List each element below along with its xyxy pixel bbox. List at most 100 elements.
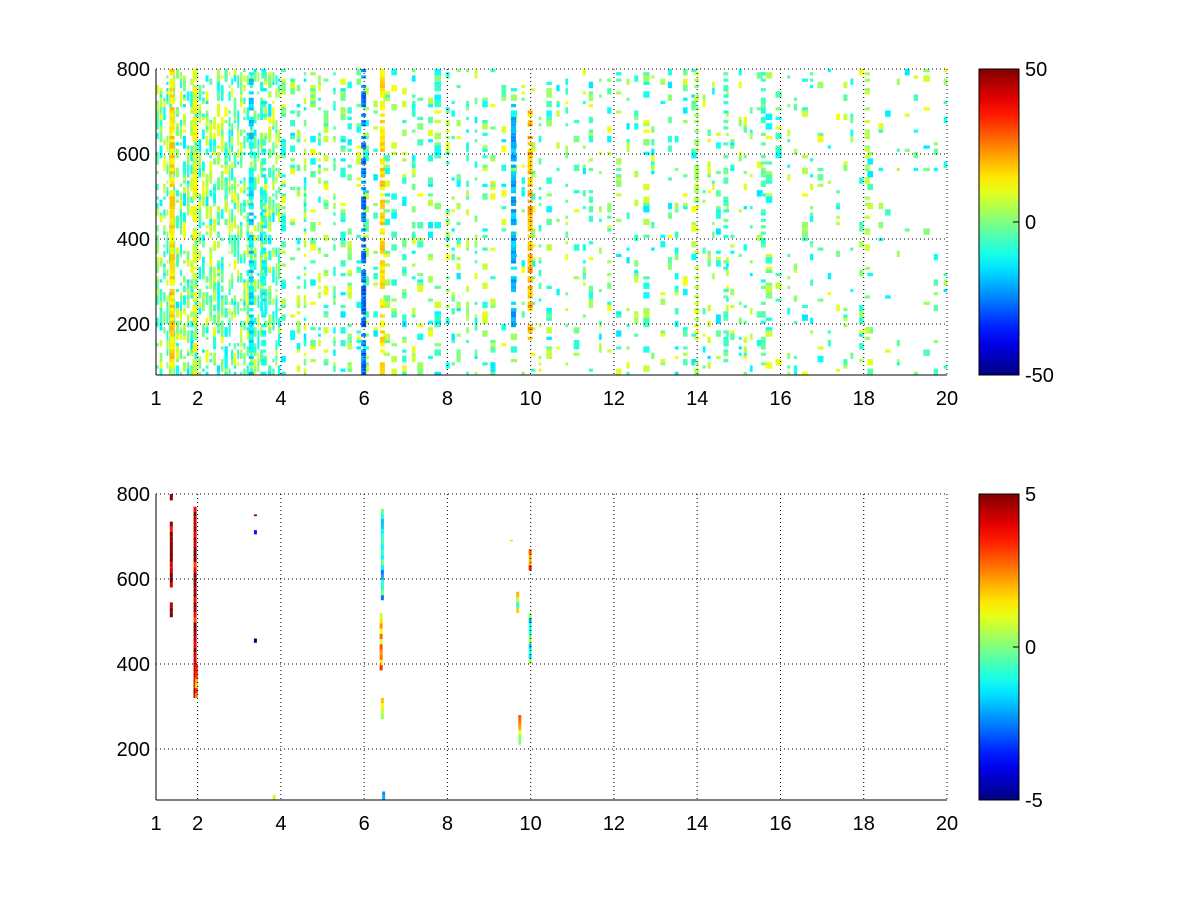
- heatmap-cell: [202, 349, 205, 353]
- heatmap-cell: [228, 308, 231, 315]
- heatmap-segment: [169, 521, 173, 527]
- heatmap-cell: [607, 107, 612, 114]
- heatmap-cell: [163, 212, 166, 216]
- heatmap-band-cell: [379, 266, 385, 270]
- heatmap-cell: [810, 206, 814, 210]
- heatmap-band-cell: [261, 250, 267, 254]
- heatmap-cell: [246, 330, 250, 337]
- heatmap-cell: [373, 212, 378, 219]
- heatmap-cell: [626, 139, 630, 143]
- heatmap-cell: [538, 244, 542, 248]
- heatmap-cell: [411, 110, 416, 117]
- heatmap-cell: [707, 174, 711, 178]
- heatmap-cell: [373, 273, 378, 280]
- heatmap-cell: [224, 355, 228, 369]
- heatmap-segment: [193, 607, 197, 613]
- heatmap-segment: [380, 508, 384, 514]
- heatmap-cell: [402, 199, 407, 207]
- heatmap-cell: [340, 110, 346, 114]
- heatmap-cell: [456, 308, 461, 312]
- heatmap-cell: [634, 123, 639, 130]
- heatmap-cell: [607, 209, 612, 213]
- heatmap-cell: [643, 218, 650, 226]
- heatmap-cell: [859, 225, 864, 232]
- heatmap-band-cell: [192, 209, 198, 213]
- heatmap-cell: [565, 253, 569, 261]
- heatmap-cell: [257, 139, 260, 149]
- heatmap-cell: [850, 288, 854, 293]
- heatmap-cell: [383, 155, 391, 162]
- heatmap-cell: [220, 308, 224, 315]
- heatmap-cell: [253, 151, 257, 162]
- x-tick-label: 16: [769, 388, 791, 410]
- heatmap-cell: [277, 84, 281, 89]
- heatmap-band-cell: [261, 362, 267, 366]
- heatmap-cell: [190, 311, 194, 318]
- heatmap-cell: [896, 339, 900, 347]
- heatmap-cell: [249, 161, 253, 171]
- heatmap-cell: [268, 250, 272, 261]
- heatmap-cell: [530, 352, 536, 356]
- heatmap-cell: [257, 336, 260, 350]
- heatmap-cell: [240, 72, 243, 85]
- heatmap-cell: [634, 199, 639, 207]
- heatmap-cell: [166, 269, 169, 277]
- heatmap-cell: [878, 123, 884, 130]
- heatmap-band-cell: [192, 343, 198, 347]
- heatmap-cell: [224, 301, 228, 305]
- heatmap-cell: [521, 260, 525, 267]
- heatmap-cell: [281, 142, 286, 149]
- heatmap-cell: [827, 292, 832, 296]
- heatmap-cell: [264, 183, 268, 194]
- heatmap-cell: [318, 75, 321, 82]
- heatmap-cell: [290, 257, 296, 261]
- heatmap-segment: [379, 623, 383, 629]
- heatmap-cell: [246, 193, 250, 197]
- heatmap-cell: [166, 91, 169, 95]
- heatmap-cell: [607, 88, 612, 95]
- heatmap-band-cell: [379, 228, 385, 232]
- heatmap-cell: [275, 151, 278, 156]
- heatmap-cell: [257, 158, 260, 162]
- heatmap-cell: [156, 288, 159, 296]
- heatmap-cell: [237, 234, 240, 245]
- heatmap-cell: [923, 69, 930, 73]
- heatmap-cell: [643, 206, 650, 213]
- heatmap-cell: [209, 279, 213, 289]
- heatmap-cell: [787, 371, 791, 375]
- heatmap-band-cell: [192, 132, 198, 136]
- heatmap-cell: [275, 155, 278, 165]
- heatmap-cell: [466, 339, 469, 344]
- heatmap-cell: [428, 257, 433, 261]
- heatmap-cell: [588, 368, 594, 372]
- heatmap-cell: [749, 225, 753, 229]
- heatmap-cell: [356, 78, 361, 85]
- heatmap-cell: [743, 116, 747, 124]
- heatmap-band-cell: [511, 282, 517, 286]
- heatmap-cell: [702, 247, 706, 254]
- heatmap-band-cell: [192, 292, 198, 296]
- heatmap-cell: [163, 100, 166, 108]
- heatmap-cell: [556, 167, 560, 171]
- heatmap-cell: [417, 333, 424, 340]
- heatmap-cell: [827, 330, 832, 334]
- heatmap-cell: [521, 266, 525, 273]
- heatmap-band-cell: [192, 155, 198, 159]
- heatmap-cell: [738, 69, 742, 76]
- heatmap-cell: [159, 324, 163, 331]
- heatmap-cell: [163, 139, 166, 146]
- heatmap-cell: [434, 69, 442, 76]
- heatmap-cell: [340, 148, 346, 152]
- heatmap-cell: [943, 69, 947, 73]
- heatmap-cell: [850, 247, 854, 251]
- heatmap-cell: [434, 84, 442, 92]
- heatmap-cell: [275, 295, 278, 299]
- heatmap-cell: [702, 199, 706, 203]
- heatmap-cell: [231, 123, 234, 130]
- heatmap-cell: [272, 371, 275, 375]
- heatmap-cell: [303, 206, 307, 213]
- heatmap-cell: [243, 129, 246, 133]
- heatmap-cell: [428, 97, 433, 105]
- heatmap-cell: [296, 365, 301, 372]
- heatmap-cell: [582, 260, 586, 264]
